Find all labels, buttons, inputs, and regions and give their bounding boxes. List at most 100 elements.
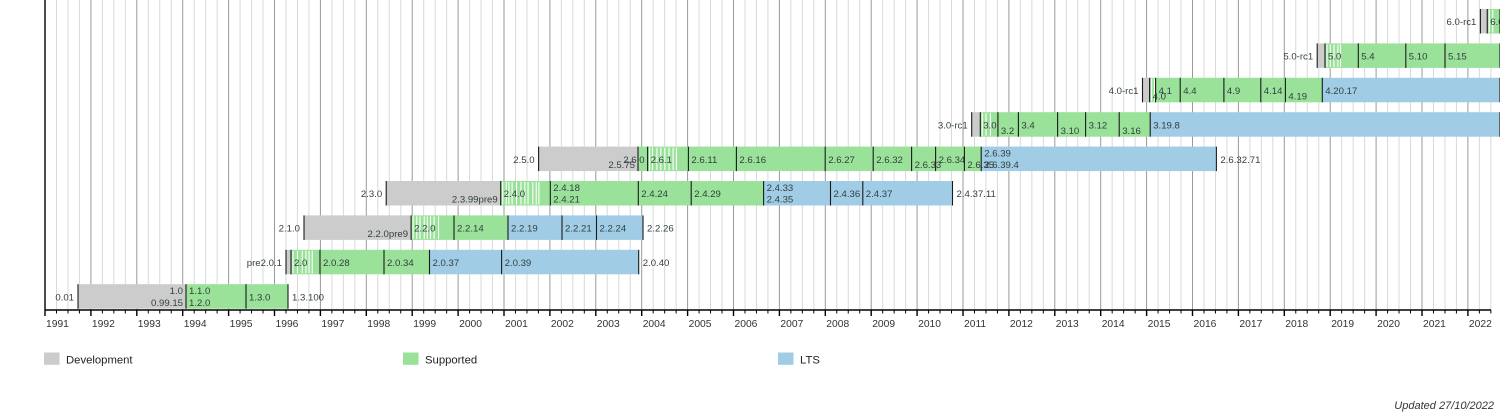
- svg-text:2.6.34: 2.6.34: [939, 155, 966, 166]
- svg-text:1998: 1998: [367, 319, 390, 330]
- svg-text:2.2.21: 2.2.21: [565, 224, 592, 235]
- svg-text:2009: 2009: [872, 319, 895, 330]
- svg-text:2021: 2021: [1423, 319, 1446, 330]
- svg-text:2020: 2020: [1377, 319, 1400, 330]
- svg-text:2.6.27: 2.6.27: [828, 155, 855, 166]
- svg-text:2.6.0: 2.6.0: [623, 155, 644, 166]
- svg-text:2.4.24: 2.4.24: [641, 189, 668, 200]
- svg-text:1992: 1992: [92, 319, 115, 330]
- svg-text:2.4.36: 2.4.36: [834, 189, 861, 200]
- svg-text:2.4.18: 2.4.18: [553, 183, 580, 194]
- svg-text:2006: 2006: [735, 319, 758, 330]
- svg-text:2011: 2011: [964, 319, 986, 330]
- svg-text:3.0-rc1: 3.0-rc1: [938, 120, 968, 131]
- svg-text:4.0-rc1: 4.0-rc1: [1109, 86, 1139, 97]
- svg-text:2.6.32: 2.6.32: [876, 155, 903, 166]
- svg-text:Supported: Supported: [425, 354, 477, 366]
- svg-text:2.4.37: 2.4.37: [866, 189, 893, 200]
- svg-text:2004: 2004: [643, 319, 666, 330]
- svg-text:2.6.33: 2.6.33: [915, 160, 942, 171]
- svg-text:2000: 2000: [459, 319, 482, 330]
- svg-text:2.3.99pre9: 2.3.99pre9: [452, 195, 498, 206]
- svg-text:2008: 2008: [826, 319, 849, 330]
- svg-text:LTS: LTS: [800, 354, 820, 366]
- svg-text:1.2.0: 1.2.0: [189, 298, 210, 309]
- svg-text:3.4: 3.4: [1021, 120, 1035, 131]
- svg-text:1.3.0: 1.3.0: [249, 292, 270, 303]
- svg-text:2.2.0pre9: 2.2.0pre9: [368, 229, 409, 240]
- svg-text:3.16: 3.16: [1122, 126, 1141, 137]
- svg-text:2012: 2012: [1010, 319, 1033, 330]
- svg-text:0.99.15: 0.99.15: [151, 298, 183, 309]
- svg-text:1.3.100: 1.3.100: [292, 292, 324, 303]
- svg-text:1994: 1994: [184, 319, 207, 330]
- svg-text:3.19.8: 3.19.8: [1153, 120, 1180, 131]
- svg-text:pre2.0.1: pre2.0.1: [247, 258, 282, 269]
- svg-text:1996: 1996: [276, 319, 299, 330]
- svg-text:2018: 2018: [1285, 319, 1308, 330]
- svg-text:1993: 1993: [138, 319, 161, 330]
- svg-text:2.2.24: 2.2.24: [600, 224, 627, 235]
- svg-text:6.0: 6.0: [1490, 17, 1500, 28]
- svg-text:1995: 1995: [230, 319, 253, 330]
- svg-text:2005: 2005: [689, 319, 712, 330]
- svg-text:2.6.16: 2.6.16: [739, 155, 766, 166]
- svg-text:2.0: 2.0: [294, 258, 307, 269]
- svg-text:2013: 2013: [1056, 319, 1079, 330]
- svg-text:2003: 2003: [597, 319, 620, 330]
- svg-text:2010: 2010: [918, 319, 941, 330]
- svg-text:4.1: 4.1: [1159, 86, 1172, 97]
- svg-text:2.4.21: 2.4.21: [553, 195, 580, 206]
- svg-text:2.4.35: 2.4.35: [767, 195, 794, 206]
- svg-text:4.19: 4.19: [1288, 91, 1307, 102]
- svg-text:5.15: 5.15: [1448, 52, 1467, 63]
- svg-text:2001: 2001: [505, 319, 528, 330]
- svg-text:2.0.39: 2.0.39: [505, 258, 532, 269]
- svg-text:5.10: 5.10: [1409, 52, 1428, 63]
- svg-text:2.6.32.71: 2.6.32.71: [1220, 155, 1260, 166]
- svg-text:0.01: 0.01: [55, 292, 74, 303]
- svg-text:2.2.0: 2.2.0: [414, 224, 435, 235]
- svg-text:2015: 2015: [1148, 319, 1171, 330]
- svg-text:2.4.0: 2.4.0: [504, 189, 525, 200]
- svg-text:5.4: 5.4: [1361, 52, 1375, 63]
- svg-text:1999: 1999: [413, 319, 436, 330]
- svg-text:2.1.0: 2.1.0: [279, 224, 300, 235]
- svg-text:2014: 2014: [1102, 319, 1125, 330]
- svg-text:2.4.29: 2.4.29: [694, 189, 721, 200]
- svg-text:1.0: 1.0: [170, 286, 183, 297]
- svg-text:3.2: 3.2: [1001, 126, 1014, 137]
- svg-text:1.1.0: 1.1.0: [189, 286, 210, 297]
- svg-text:2.6.1: 2.6.1: [651, 155, 672, 166]
- svg-text:4.14: 4.14: [1264, 86, 1283, 97]
- svg-text:Updated 27/10/2022: Updated 27/10/2022: [1394, 400, 1494, 412]
- svg-text:2.2.26: 2.2.26: [647, 224, 674, 235]
- svg-text:2017: 2017: [1239, 319, 1262, 330]
- svg-text:1997: 1997: [321, 319, 344, 330]
- svg-text:2.5.0: 2.5.0: [513, 155, 534, 166]
- svg-text:3.10: 3.10: [1061, 126, 1080, 137]
- svg-text:Development: Development: [66, 354, 133, 366]
- svg-text:5.0: 5.0: [1328, 52, 1341, 63]
- svg-text:3.12: 3.12: [1089, 120, 1108, 131]
- svg-text:2.6.11: 2.6.11: [691, 155, 717, 166]
- svg-text:2016: 2016: [1194, 319, 1217, 330]
- svg-text:2.4.37.11: 2.4.37.11: [957, 189, 996, 200]
- svg-text:2019: 2019: [1331, 319, 1354, 330]
- svg-text:2.6.39: 2.6.39: [984, 148, 1011, 159]
- svg-text:5.0-rc1: 5.0-rc1: [1283, 52, 1313, 63]
- svg-text:2.0.34: 2.0.34: [387, 258, 414, 269]
- svg-text:2007: 2007: [780, 319, 803, 330]
- svg-text:2.4.33: 2.4.33: [767, 183, 794, 194]
- svg-text:2.2.14: 2.2.14: [457, 224, 484, 235]
- svg-text:4.4: 4.4: [1183, 86, 1197, 97]
- svg-text:6.0-rc1: 6.0-rc1: [1447, 17, 1477, 28]
- svg-text:2.0.40: 2.0.40: [643, 258, 670, 269]
- svg-text:1991: 1991: [46, 319, 69, 330]
- svg-text:2.2.19: 2.2.19: [511, 224, 538, 235]
- svg-text:2.0.37: 2.0.37: [433, 258, 460, 269]
- svg-text:3.0: 3.0: [983, 120, 996, 131]
- svg-text:4.9: 4.9: [1227, 86, 1240, 97]
- svg-text:2.0.28: 2.0.28: [323, 258, 350, 269]
- svg-text:2.3.0: 2.3.0: [361, 189, 382, 200]
